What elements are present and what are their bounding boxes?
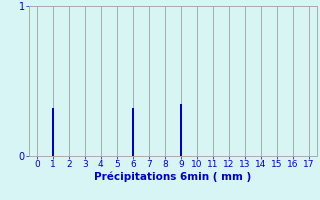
Bar (180, 104, 182, 156)
X-axis label: Précipitations 6min ( mm ): Précipitations 6min ( mm ) (94, 172, 252, 182)
Bar (132, 108, 134, 156)
Bar (52, 108, 54, 156)
